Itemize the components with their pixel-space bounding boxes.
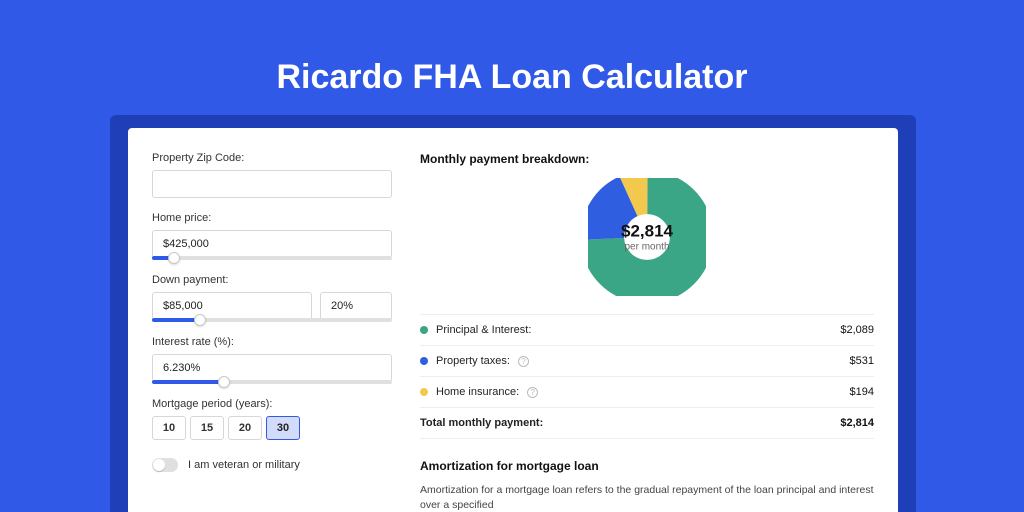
veteran-row: I am veteran or military xyxy=(152,458,392,472)
down-payment-label: Down payment: xyxy=(152,274,392,286)
down-payment-percent-input[interactable] xyxy=(320,292,392,320)
amortization-text: Amortization for a mortgage loan refers … xyxy=(420,483,874,512)
form-column: Property Zip Code: Home price: Down paym… xyxy=(152,152,392,488)
veteran-toggle[interactable] xyxy=(152,458,178,472)
period-button-20[interactable]: 20 xyxy=(228,416,262,440)
help-icon[interactable]: ? xyxy=(518,356,529,367)
interest-rate-label: Interest rate (%): xyxy=(152,336,392,348)
legend-total-value: $2,814 xyxy=(840,417,874,429)
legend-row: Principal & Interest: $2,089 xyxy=(420,315,874,346)
donut-center-value: $2,814 xyxy=(621,222,673,242)
down-payment-amount-input[interactable] xyxy=(152,292,312,320)
legend: Principal & Interest: $2,089 Property taxe… xyxy=(420,314,874,439)
amortization-section: Amortization for mortgage loan Amortizat… xyxy=(420,459,874,512)
legend-total-label: Total monthly payment: xyxy=(420,417,543,429)
legend-dot-icon xyxy=(420,326,428,334)
legend-label: Principal & Interest: xyxy=(436,324,531,336)
amortization-heading: Amortization for mortgage loan xyxy=(420,459,874,473)
breakdown-title: Monthly payment breakdown: xyxy=(420,152,874,166)
home-price-label: Home price: xyxy=(152,212,392,224)
home-price-slider[interactable] xyxy=(152,256,392,260)
legend-dot-icon xyxy=(420,357,428,365)
legend-value: $2,089 xyxy=(840,324,874,336)
legend-label: Property taxes: xyxy=(436,355,510,367)
breakdown-column: Monthly payment breakdown: $2,814 per mo… xyxy=(420,152,874,488)
interest-rate-slider-thumb[interactable] xyxy=(218,376,230,388)
period-button-15[interactable]: 15 xyxy=(190,416,224,440)
legend-value: $531 xyxy=(850,355,874,367)
donut-chart: $2,814 per month xyxy=(420,178,874,296)
donut-center-sub: per month xyxy=(621,242,673,253)
page-title: Ricardo FHA Loan Calculator xyxy=(0,0,1024,119)
zip-input[interactable] xyxy=(152,170,392,198)
legend-total-row: Total monthly payment: $2,814 xyxy=(420,408,874,439)
mortgage-period-field: Mortgage period (years): 10152030 xyxy=(152,398,392,440)
interest-rate-input[interactable] xyxy=(152,354,392,382)
interest-rate-slider[interactable] xyxy=(152,380,392,384)
home-price-input[interactable] xyxy=(152,230,392,258)
period-button-30[interactable]: 30 xyxy=(266,416,300,440)
zip-label: Property Zip Code: xyxy=(152,152,392,164)
down-payment-slider-thumb[interactable] xyxy=(194,314,206,326)
legend-row: Home insurance:? $194 xyxy=(420,377,874,408)
mortgage-period-label: Mortgage period (years): xyxy=(152,398,392,410)
home-price-field: Home price: xyxy=(152,212,392,260)
interest-rate-field: Interest rate (%): xyxy=(152,336,392,384)
down-payment-field: Down payment: xyxy=(152,274,392,322)
home-price-slider-thumb[interactable] xyxy=(168,252,180,264)
calculator-card: Property Zip Code: Home price: Down paym… xyxy=(128,128,898,512)
period-button-10[interactable]: 10 xyxy=(152,416,186,440)
veteran-label: I am veteran or military xyxy=(188,459,300,471)
legend-label: Home insurance: xyxy=(436,386,519,398)
donut-center: $2,814 per month xyxy=(621,222,673,253)
zip-field: Property Zip Code: xyxy=(152,152,392,198)
help-icon[interactable]: ? xyxy=(527,387,538,398)
legend-row: Property taxes:? $531 xyxy=(420,346,874,377)
legend-dot-icon xyxy=(420,388,428,396)
page-background: Ricardo FHA Loan Calculator Property Zip… xyxy=(0,0,1024,512)
down-payment-slider[interactable] xyxy=(152,318,392,322)
legend-value: $194 xyxy=(850,386,874,398)
